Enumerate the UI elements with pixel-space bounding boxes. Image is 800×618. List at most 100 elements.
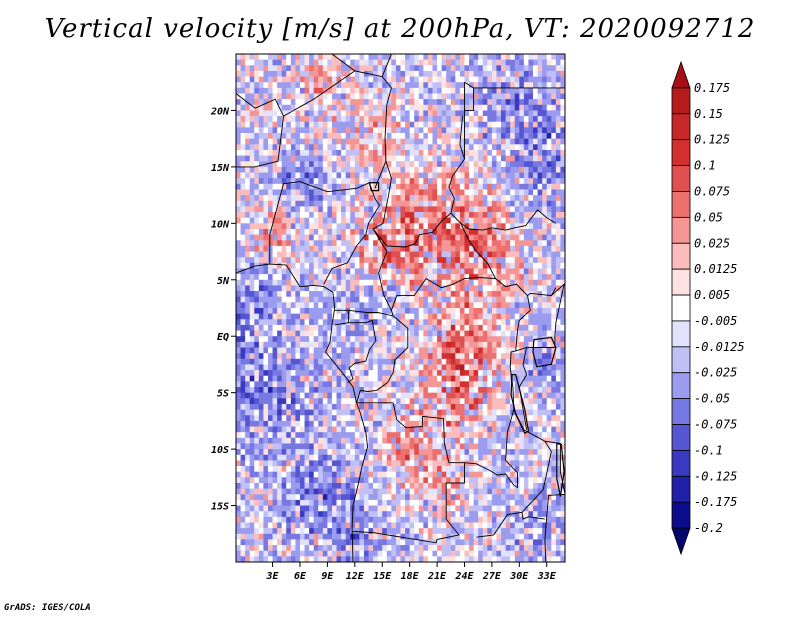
field-cell (267, 257, 273, 264)
field-cell (240, 313, 246, 320)
field-cell (377, 291, 383, 298)
field-cell (501, 93, 506, 100)
field-cell (478, 240, 484, 247)
field-cell (510, 195, 516, 202)
field-cell (533, 87, 538, 94)
field-cell (245, 364, 251, 371)
field-cell (487, 138, 493, 145)
field-cell (290, 375, 296, 382)
field-cell (505, 308, 511, 315)
field-cell (363, 245, 369, 252)
field-cell (437, 200, 443, 207)
field-cell (286, 87, 292, 94)
field-cell (555, 240, 561, 247)
field-cell (391, 87, 397, 94)
field-cell (272, 93, 278, 100)
field-cell (295, 133, 301, 140)
field-cell (336, 223, 342, 230)
field-cell (418, 178, 424, 185)
field-cell (272, 149, 278, 156)
field-cell (281, 398, 287, 405)
field-cell (299, 296, 305, 303)
field-cell (363, 172, 369, 179)
field-cell (491, 358, 497, 365)
field-cell (505, 262, 511, 269)
field-cell (450, 155, 456, 162)
field-cell (555, 166, 561, 173)
field-cell (560, 387, 565, 394)
field-cell (245, 87, 251, 94)
field-cell (555, 59, 561, 66)
field-cell (427, 200, 433, 207)
field-cell (528, 274, 534, 281)
field-cell (336, 240, 342, 247)
field-cell (258, 308, 264, 315)
field-cell (313, 183, 319, 190)
field-cell (501, 245, 506, 252)
field-cell (322, 189, 328, 196)
field-cell (322, 161, 328, 168)
field-cell (258, 353, 264, 360)
field-cell (432, 149, 438, 156)
field-cell (473, 166, 479, 173)
field-cell (542, 76, 548, 83)
field-cell (405, 251, 411, 258)
field-cell (236, 149, 241, 156)
field-cell (245, 319, 251, 326)
field-cell (386, 347, 392, 354)
field-cell (482, 420, 488, 427)
field-cell (299, 87, 305, 94)
field-cell (432, 223, 438, 230)
field-cell (354, 59, 360, 66)
field-cell (341, 347, 347, 354)
field-cell (245, 59, 251, 66)
field-cell (473, 375, 479, 382)
field-cell (546, 268, 552, 275)
field-cell (313, 240, 319, 247)
field-cell (313, 370, 319, 377)
field-cell (272, 121, 278, 128)
field-cell (459, 138, 465, 145)
field-cell (491, 341, 497, 348)
field-cell (473, 87, 479, 94)
field-cell (427, 381, 433, 388)
field-cell (304, 319, 310, 326)
field-cell (272, 234, 278, 241)
field-cell (505, 116, 511, 123)
field-cell (418, 330, 424, 337)
field-cell (240, 432, 246, 439)
field-cell (281, 358, 287, 365)
field-cell (523, 251, 529, 258)
field-cell (272, 262, 278, 269)
field-cell (391, 70, 397, 77)
field-cell (354, 133, 360, 140)
field-cell (555, 262, 561, 269)
field-cell (528, 341, 534, 348)
field-cell (514, 228, 520, 236)
field-cell (267, 87, 273, 94)
field-cell (341, 341, 347, 348)
field-cell (441, 268, 447, 275)
field-cell (249, 268, 255, 275)
field-cell (309, 443, 315, 450)
field-cell (299, 110, 305, 117)
field-cell (487, 432, 493, 439)
field-cell (478, 432, 484, 439)
field-cell (464, 59, 470, 66)
field-cell (359, 240, 365, 247)
field-cell (464, 392, 470, 399)
field-cell (272, 251, 278, 258)
field-cell (267, 285, 273, 292)
field-cell (523, 302, 529, 309)
field-cell (537, 375, 543, 382)
field-cell (523, 296, 529, 303)
field-cell (423, 324, 429, 331)
field-cell (386, 172, 392, 179)
field-cell (519, 212, 525, 219)
field-cell (382, 370, 388, 377)
field-cell (432, 189, 438, 196)
field-cell (254, 313, 260, 320)
field-cell (341, 149, 347, 156)
field-cell (263, 437, 269, 444)
field-cell (258, 240, 264, 247)
